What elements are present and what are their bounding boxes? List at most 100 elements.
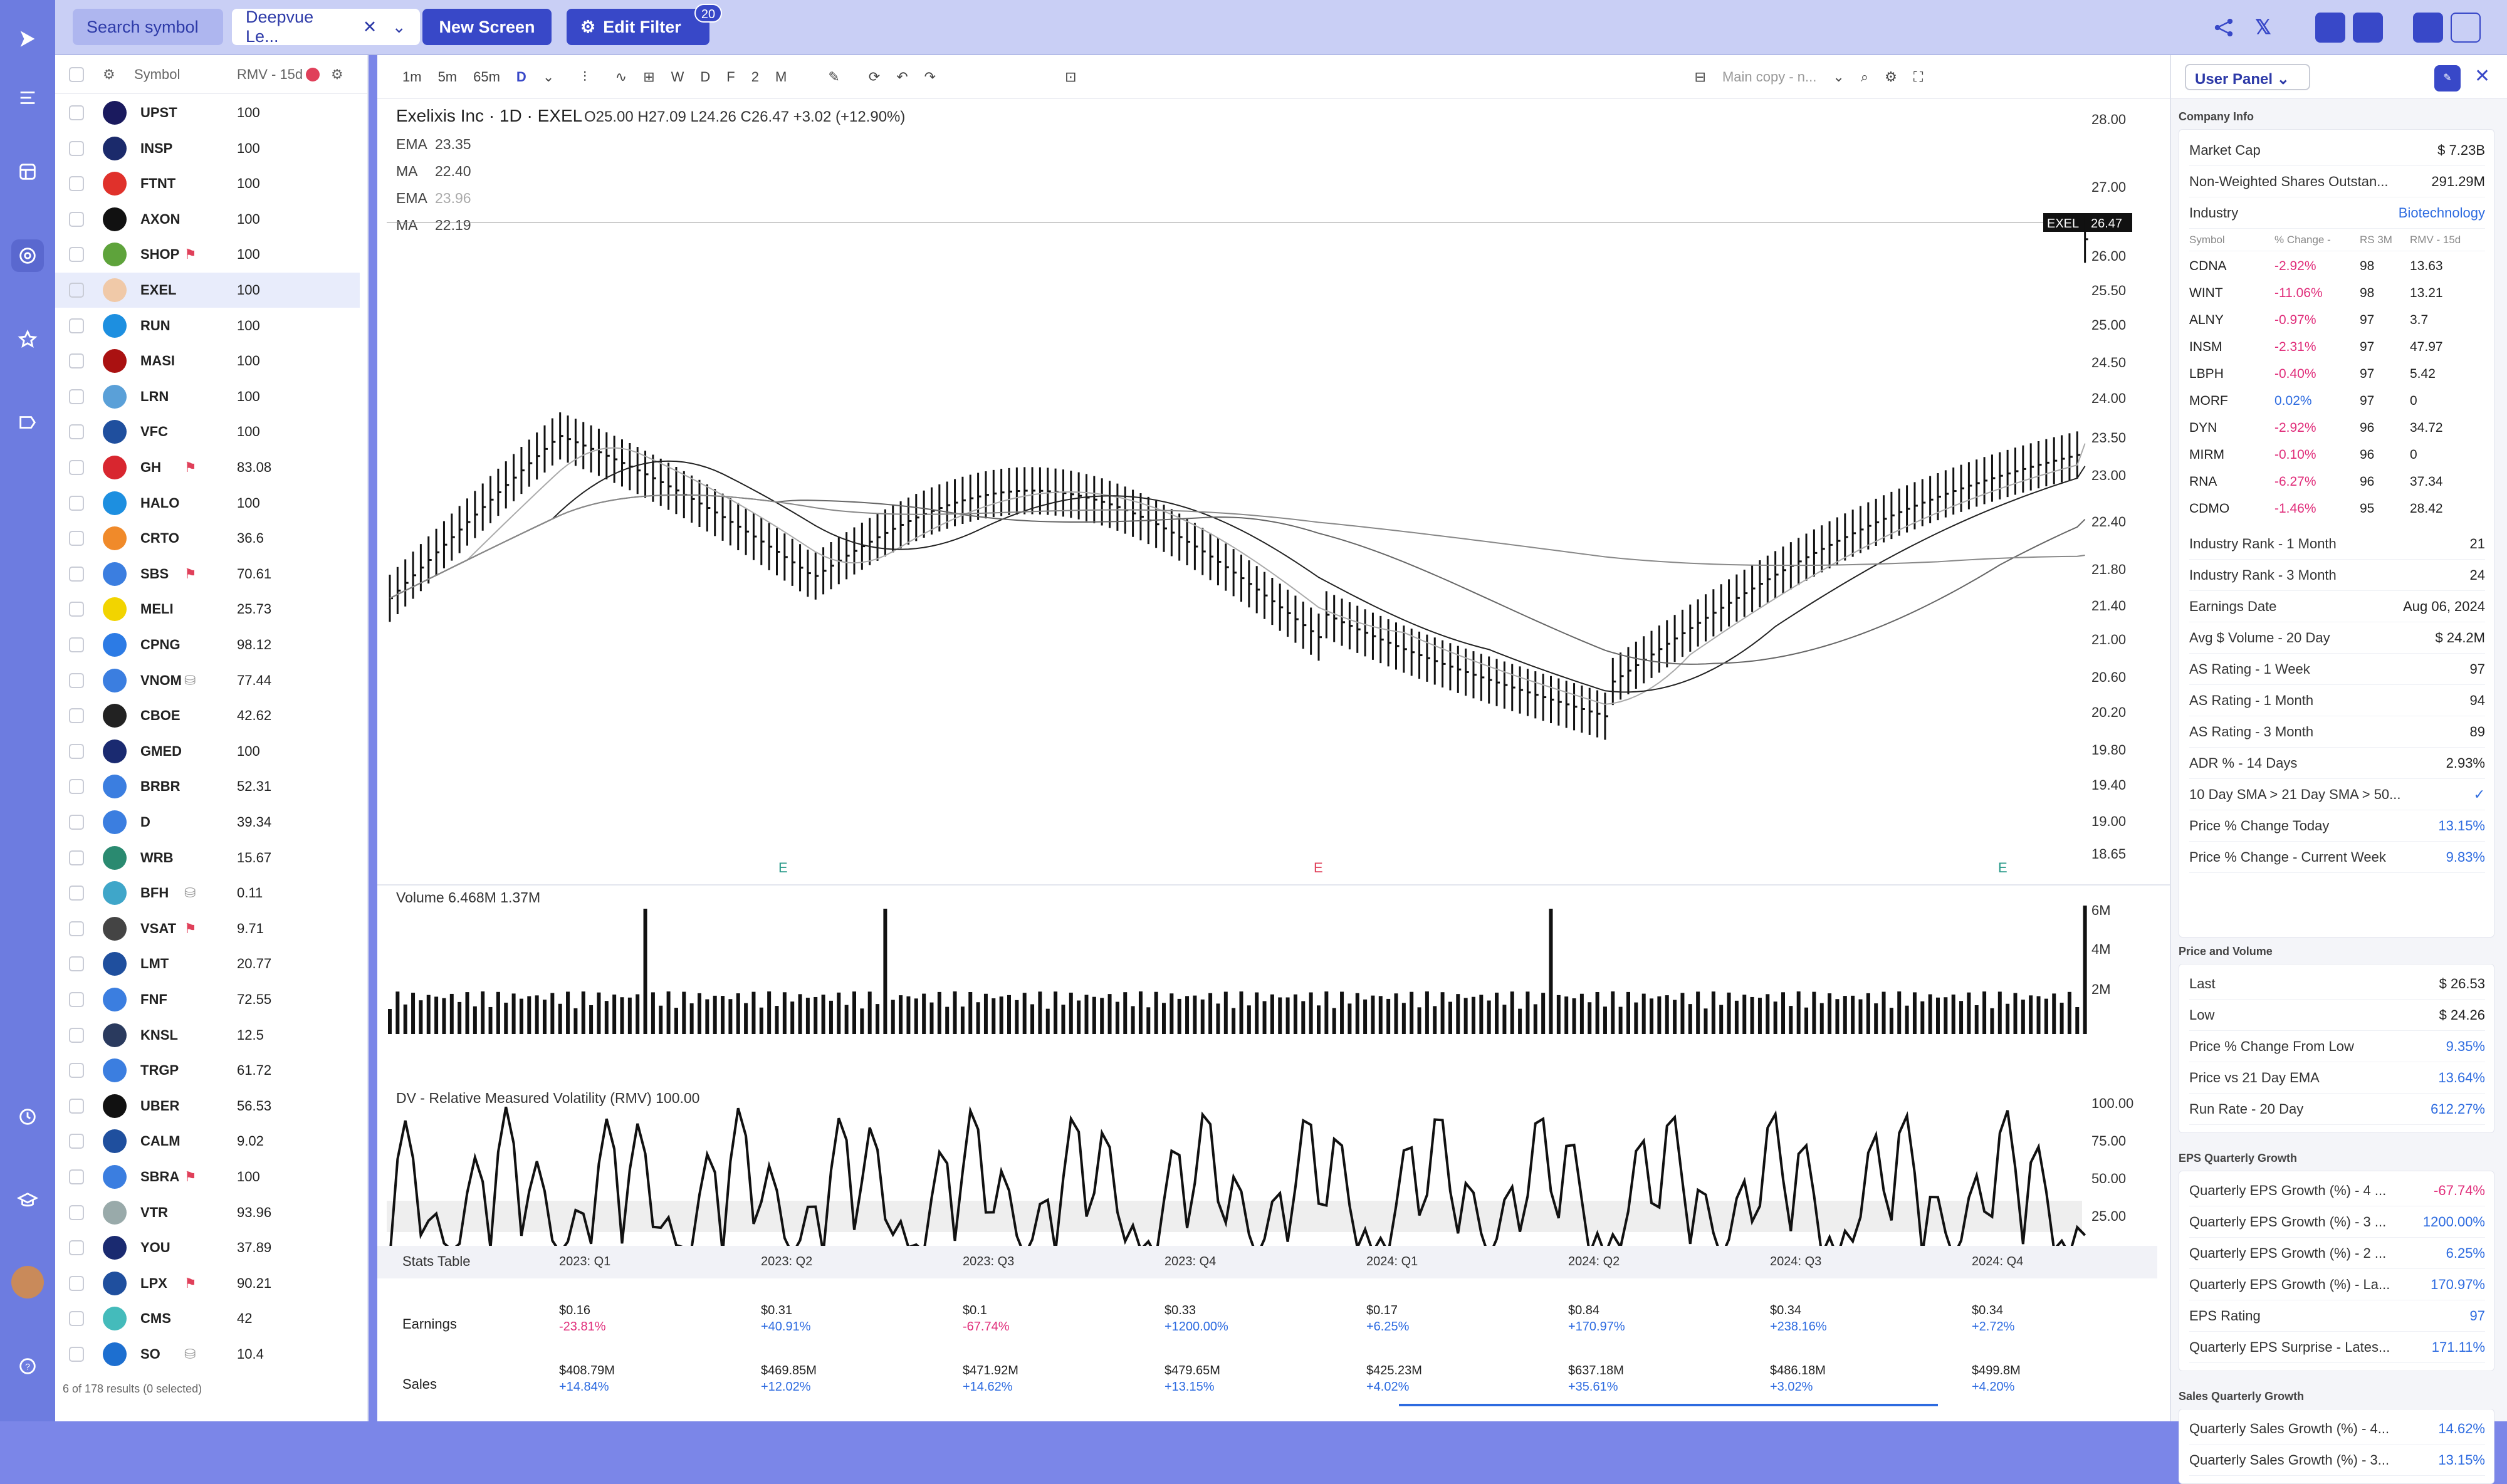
edit-icon[interactable]: ✎: [2434, 65, 2461, 91]
row-checkbox[interactable]: [69, 1063, 84, 1079]
price-chart[interactable]: Exelixis Inc · 1D · EXEL O25.00 H27.09 L2…: [377, 100, 2170, 1247]
list-item[interactable]: BRBR 52.31: [55, 769, 360, 804]
list-item[interactable]: VNOM ⛁ 77.44: [55, 663, 360, 698]
row-checkbox[interactable]: [69, 247, 84, 263]
row-checkbox[interactable]: [69, 176, 84, 192]
earnings-marker[interactable]: E: [778, 860, 788, 875]
list-item[interactable]: GH ⚑ 83.08: [55, 450, 360, 485]
list-item[interactable]: CRTO 36.6: [55, 521, 360, 556]
share-icon[interactable]: [2211, 15, 2236, 40]
row-checkbox[interactable]: [69, 1204, 84, 1220]
timeframe-d[interactable]: D: [516, 68, 526, 85]
list-item[interactable]: TRGP 61.72: [55, 1053, 360, 1088]
row-checkbox[interactable]: [69, 1098, 84, 1114]
row-checkbox[interactable]: [69, 672, 84, 688]
list-item[interactable]: UPST 100: [55, 95, 360, 130]
scrollbar[interactable]: [1399, 1404, 1938, 1406]
row-checkbox[interactable]: [69, 283, 84, 298]
clock-icon[interactable]: [11, 1100, 44, 1133]
period-2[interactable]: 2: [751, 68, 759, 85]
avatar[interactable]: [11, 1266, 44, 1298]
user-panel-select[interactable]: User Panel ⌄: [2185, 64, 2310, 90]
indicators-icon[interactable]: ∿: [615, 68, 627, 85]
list-item[interactable]: SHOP ⚑ 100: [55, 237, 360, 272]
peer-row[interactable]: MORF 0.02% 97 0: [2189, 387, 2485, 414]
list-item[interactable]: CMS 42: [55, 1301, 360, 1336]
split-view-icon[interactable]: [2353, 13, 2383, 43]
symbol-column-header[interactable]: Symbol: [134, 66, 181, 82]
row-checkbox[interactable]: [69, 531, 84, 546]
list-item[interactable]: MELI 25.73: [55, 592, 360, 627]
close-icon[interactable]: ✕: [362, 17, 377, 36]
row-checkbox[interactable]: [69, 211, 84, 227]
list-item[interactable]: KNSL 12.5: [55, 1018, 360, 1053]
list-item[interactable]: LPX ⚑ 90.21: [55, 1266, 360, 1301]
row-checkbox[interactable]: [69, 318, 84, 333]
list-item[interactable]: VFC 100: [55, 414, 360, 449]
list-item[interactable]: AXON 100: [55, 202, 360, 237]
fullscreen-icon[interactable]: ⛶: [1913, 68, 1923, 85]
list-item[interactable]: SBS ⚑ 70.61: [55, 556, 360, 592]
screener-icon[interactable]: [11, 239, 44, 272]
close-panel-icon[interactable]: ✕: [2474, 66, 2491, 86]
row-checkbox[interactable]: [69, 389, 84, 404]
row-checkbox[interactable]: [69, 1027, 84, 1043]
watchlist-star-icon[interactable]: [11, 323, 44, 356]
chevron-down-icon[interactable]: ⌄: [542, 68, 555, 85]
list-item[interactable]: SBRA ⚑ 100: [55, 1159, 360, 1194]
row-checkbox[interactable]: [69, 1275, 84, 1291]
list-item[interactable]: RUN 100: [55, 308, 360, 343]
row-checkbox[interactable]: [69, 921, 84, 936]
industry-row[interactable]: Industry Biotechnology: [2189, 197, 2485, 229]
list-item[interactable]: BFH ⛁ 0.11: [55, 875, 360, 911]
logo-icon[interactable]: [11, 23, 44, 55]
earnings-marker[interactable]: E: [1314, 860, 1323, 875]
chevron-down-icon[interactable]: ⌄: [1833, 68, 1845, 85]
rmv-column-header[interactable]: RMV - 15d: [237, 66, 303, 82]
redo-icon[interactable]: ↷: [924, 68, 936, 85]
draw-icon[interactable]: ✎: [828, 68, 840, 85]
row-checkbox[interactable]: [69, 815, 84, 830]
period-d[interactable]: D: [700, 68, 711, 85]
alerts-icon[interactable]: [11, 406, 44, 439]
row-checkbox[interactable]: [69, 886, 84, 901]
list-item[interactable]: LRN 100: [55, 379, 360, 414]
earnings-marker[interactable]: E: [1998, 860, 2007, 875]
peer-row[interactable]: DYN -2.92% 96 34.72: [2189, 414, 2485, 441]
row-checkbox[interactable]: [69, 1347, 84, 1362]
screen-tab[interactable]: Deepvue Le... ✕ ⌄: [232, 8, 420, 46]
timeframe-1m[interactable]: 1m: [402, 68, 422, 85]
peer-row[interactable]: INSM -2.31% 97 47.97: [2189, 333, 2485, 360]
zoom-icon[interactable]: ⌕: [1860, 68, 1869, 85]
row-checkbox[interactable]: [69, 1311, 84, 1327]
row-checkbox[interactable]: [69, 1240, 84, 1256]
help-icon[interactable]: ?: [11, 1350, 44, 1382]
row-checkbox[interactable]: [69, 637, 84, 652]
row-checkbox[interactable]: [69, 566, 84, 582]
edit-filter-button[interactable]: ⚙ Edit Filter: [567, 9, 709, 45]
grid-view-icon[interactable]: [2451, 13, 2481, 43]
list-item[interactable]: FNF 72.55: [55, 982, 360, 1017]
bar-style-icon[interactable]: ⫶: [583, 68, 587, 85]
list-item[interactable]: INSP 100: [55, 131, 360, 166]
row-checkbox[interactable]: [69, 708, 84, 724]
learn-icon[interactable]: [11, 1184, 44, 1217]
peer-row[interactable]: LBPH -0.40% 97 5.42: [2189, 360, 2485, 387]
x-social-icon[interactable]: 𝕏: [2255, 16, 2271, 38]
row-checkbox[interactable]: [69, 495, 84, 511]
list-item[interactable]: HALO 100: [55, 486, 360, 521]
search-symbol-button[interactable]: Search symbol: [73, 9, 223, 45]
list-item[interactable]: CBOE 42.62: [55, 698, 360, 733]
list-item[interactable]: CALM 9.02: [55, 1124, 360, 1159]
period-w[interactable]: W: [671, 68, 684, 85]
row-checkbox[interactable]: [69, 992, 84, 1007]
row-checkbox[interactable]: [69, 850, 84, 865]
row-checkbox[interactable]: [69, 353, 84, 369]
peer-row[interactable]: ALNY -0.97% 97 3.7: [2189, 306, 2485, 333]
row-checkbox[interactable]: [69, 424, 84, 440]
period-f[interactable]: F: [726, 68, 735, 85]
refresh-icon[interactable]: ⟳: [868, 68, 881, 85]
settings-icon[interactable]: ⚙: [331, 66, 343, 82]
list-item[interactable]: SO ⛁ 10.4: [55, 1337, 360, 1372]
gear-icon[interactable]: ⚙: [103, 66, 115, 82]
